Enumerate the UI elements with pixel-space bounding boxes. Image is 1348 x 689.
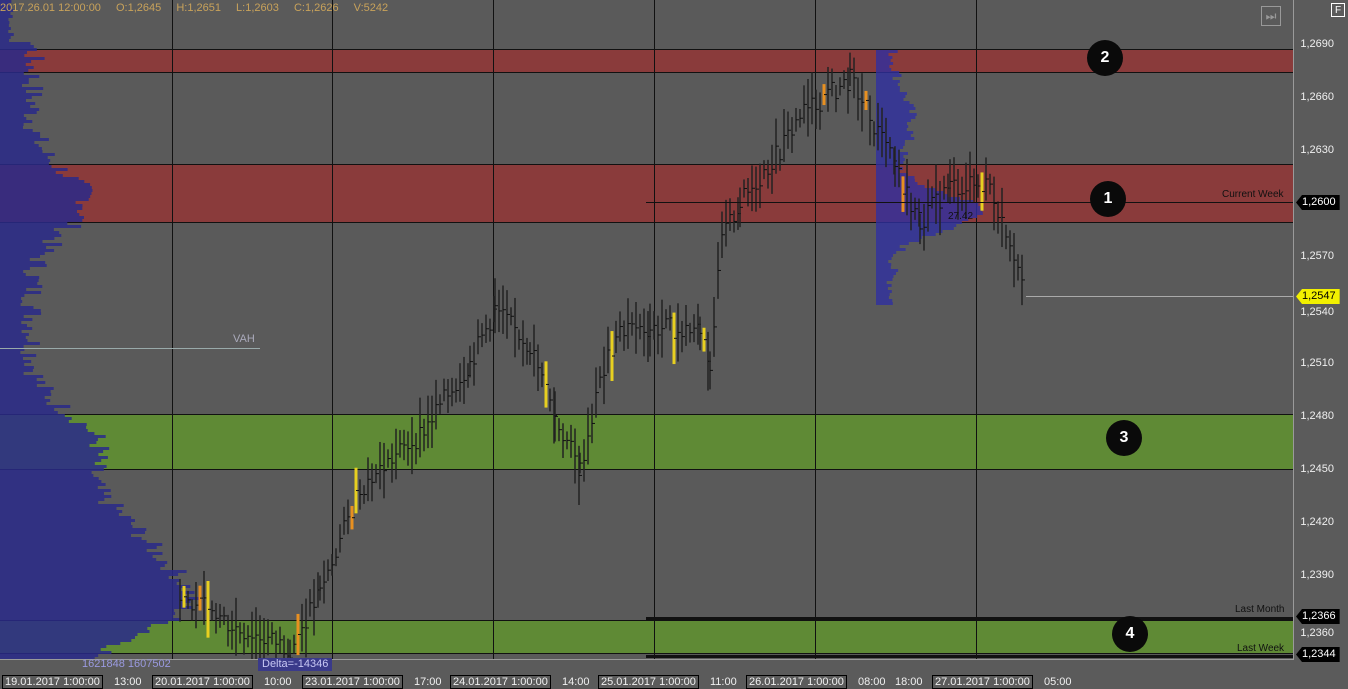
vah-label: VAH bbox=[233, 333, 255, 345]
last-price-tag: 1,2547 bbox=[1296, 289, 1340, 304]
time-label: 14:00 bbox=[562, 676, 590, 688]
price-chart bbox=[0, 0, 1025, 659]
price-label: 1,2660 bbox=[1300, 91, 1334, 103]
time-label: 05:00 bbox=[1044, 676, 1072, 688]
high-value: H:1,2651 bbox=[176, 2, 221, 14]
volume-value: V:5242 bbox=[353, 2, 389, 14]
price-label: 1,2570 bbox=[1300, 250, 1334, 262]
current-week-price-tag: 1,2600 bbox=[1296, 195, 1340, 210]
delta-text: Delta=-14346 bbox=[258, 658, 333, 671]
date-label: 25.01.2017 1:00:00 bbox=[598, 675, 699, 689]
scroll-to-end-button[interactable]: ⏭ bbox=[1261, 6, 1281, 26]
vah-line bbox=[0, 348, 260, 349]
time-label: 11:00 bbox=[710, 676, 737, 688]
last-week-line bbox=[646, 655, 1293, 658]
date-label: 24.01.2017 1:00:00 bbox=[450, 675, 551, 689]
ohlc-readout: 2017.26.01 12:00:00 O:1,2645 H:1,2651 L:… bbox=[0, 2, 400, 14]
last-week-label: Last Week bbox=[1237, 643, 1285, 654]
price-label: 1,2450 bbox=[1300, 463, 1334, 475]
last-price-line bbox=[1026, 296, 1293, 297]
time-label: 10:00 bbox=[264, 676, 292, 688]
last-week-price-tag: 1,2344 bbox=[1296, 647, 1340, 662]
time-label: 08:00 bbox=[858, 676, 886, 688]
price-label: 1,2690 bbox=[1300, 38, 1334, 50]
marker-2: 2 bbox=[1087, 40, 1123, 76]
last-month-price-tag: 1,2366 bbox=[1296, 609, 1340, 624]
price-label: 1,2420 bbox=[1300, 516, 1334, 528]
current-week-label: Current Week bbox=[1222, 189, 1284, 200]
price-label: 1,2360 bbox=[1300, 627, 1334, 639]
open-value: O:1,2645 bbox=[116, 2, 162, 14]
marker-4: 4 bbox=[1112, 616, 1148, 652]
time-label: 18:00 bbox=[895, 676, 923, 688]
marker-3: 3 bbox=[1106, 420, 1142, 456]
resistance-zone-1 bbox=[0, 164, 1293, 223]
date-label: 20.01.2017 1:00:00 bbox=[152, 675, 253, 689]
session-volume-profile bbox=[876, 50, 983, 305]
date-label: 23.01.2017 1:00:00 bbox=[302, 675, 403, 689]
bar-date: 2017.26.01 12:00:00 bbox=[0, 2, 101, 14]
low-value: L:1,2603 bbox=[236, 2, 279, 14]
date-label: 27.01.2017 1:00:00 bbox=[932, 675, 1033, 689]
grid-line bbox=[976, 0, 977, 659]
price-label: 1,2630 bbox=[1300, 144, 1334, 156]
time-label: 13:00 bbox=[114, 676, 142, 688]
close-value: C:1,2626 bbox=[293, 2, 339, 14]
time-label: 17:00 bbox=[414, 676, 442, 688]
support-zone-3 bbox=[0, 414, 1293, 470]
volume-total-text: 1621848 1607502 bbox=[82, 658, 171, 670]
chart-plot-area[interactable]: Current Week Last Month Last Week VAH 27… bbox=[0, 0, 1294, 660]
resistance-zone-2 bbox=[0, 49, 1293, 73]
price-label: 1,2390 bbox=[1300, 569, 1334, 581]
poc-value-label: 27.42 bbox=[948, 211, 974, 222]
grid-line bbox=[172, 0, 173, 659]
grid-line bbox=[332, 0, 333, 659]
current-week-line bbox=[646, 202, 1293, 203]
grid-line bbox=[815, 0, 816, 659]
last-month-label: Last Month bbox=[1235, 604, 1285, 615]
marker-1: 1 bbox=[1090, 181, 1126, 217]
f-button[interactable]: F bbox=[1331, 3, 1345, 17]
date-label: 26.01.2017 1:00:00 bbox=[746, 675, 847, 689]
date-label: 19.01.2017 1:00:00 bbox=[2, 675, 103, 689]
price-label: 1,2510 bbox=[1300, 357, 1334, 369]
grid-line bbox=[493, 0, 494, 659]
last-month-line bbox=[646, 617, 1293, 620]
price-label: 1,2540 bbox=[1300, 306, 1334, 318]
price-label: 1,2480 bbox=[1300, 410, 1334, 422]
volume-profile bbox=[0, 0, 199, 659]
